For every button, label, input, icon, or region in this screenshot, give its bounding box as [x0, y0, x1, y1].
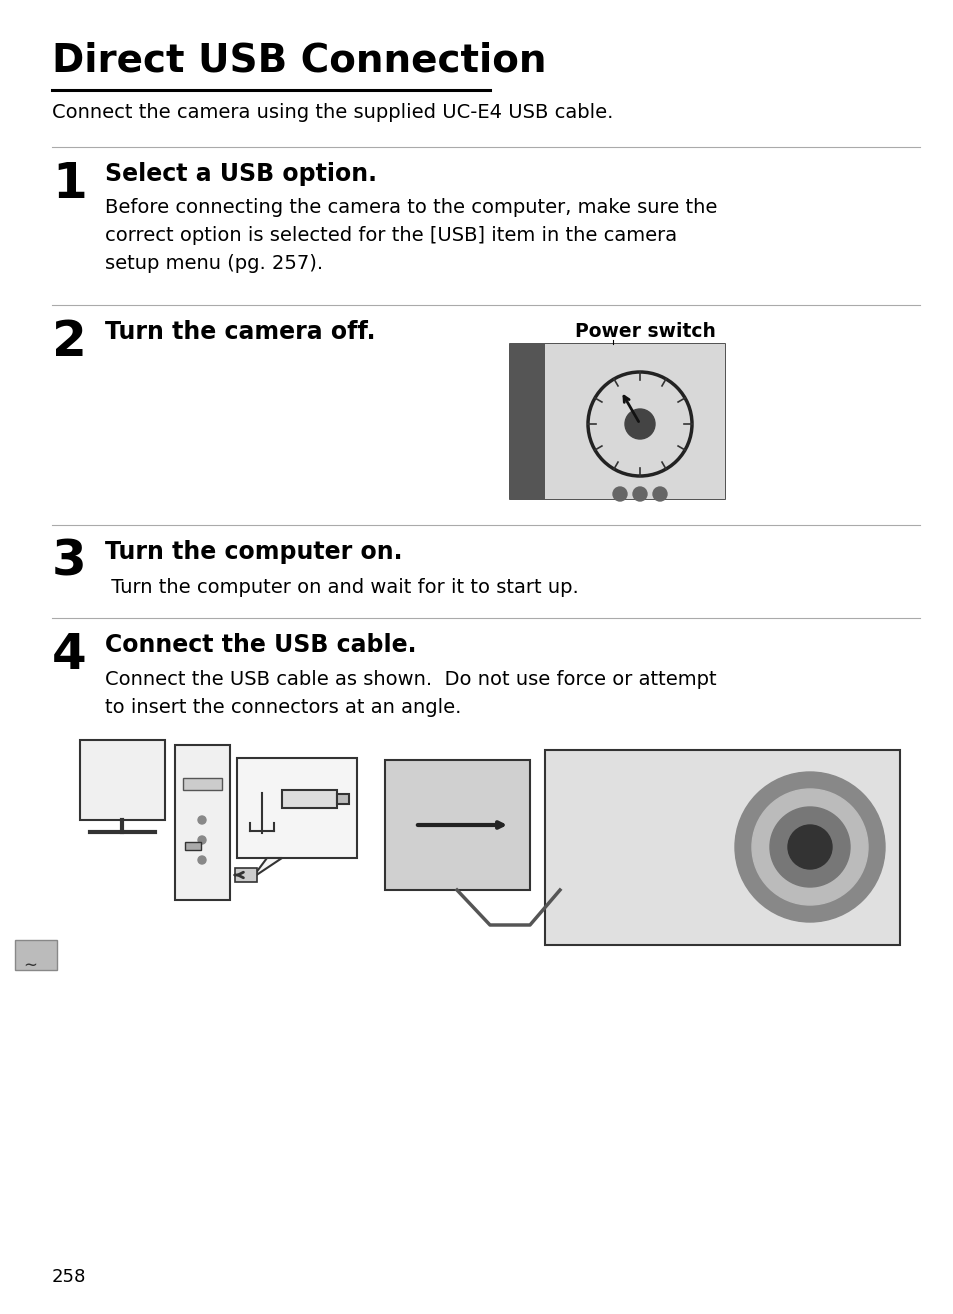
Circle shape	[751, 788, 867, 905]
Text: Turn the computer on and wait for it to start up.: Turn the computer on and wait for it to …	[105, 578, 578, 597]
Bar	[234, 869, 256, 882]
Bar	[385, 759, 530, 890]
Circle shape	[198, 836, 206, 844]
Bar	[15, 940, 57, 970]
Circle shape	[633, 487, 646, 501]
Text: 4: 4	[52, 631, 87, 679]
Bar	[510, 344, 544, 499]
Bar	[236, 758, 356, 858]
Circle shape	[198, 816, 206, 824]
Polygon shape	[252, 858, 282, 878]
Text: 3: 3	[52, 537, 87, 586]
Text: Before connecting the camera to the computer, make sure the
correct option is se: Before connecting the camera to the comp…	[105, 198, 717, 273]
Circle shape	[787, 825, 831, 869]
Text: ∼: ∼	[23, 957, 37, 974]
Text: Turn the camera off.: Turn the camera off.	[105, 321, 375, 344]
Circle shape	[613, 487, 626, 501]
Text: 2: 2	[52, 318, 87, 367]
Text: Connect the USB cable.: Connect the USB cable.	[105, 633, 416, 657]
Bar	[183, 778, 222, 790]
Circle shape	[198, 855, 206, 865]
Bar	[185, 842, 201, 850]
Bar	[282, 790, 336, 808]
Circle shape	[734, 773, 884, 922]
Text: Connect the camera using the supplied UC-E4 USB cable.: Connect the camera using the supplied UC…	[52, 102, 613, 122]
Bar	[80, 740, 165, 820]
Circle shape	[652, 487, 666, 501]
Circle shape	[769, 807, 849, 887]
Text: Power switch: Power switch	[575, 322, 715, 342]
Text: 1: 1	[52, 160, 87, 208]
Text: 258: 258	[52, 1268, 87, 1286]
Text: Select a USB option.: Select a USB option.	[105, 162, 376, 187]
Bar	[336, 794, 349, 804]
Bar	[544, 344, 724, 499]
Text: Turn the computer on.: Turn the computer on.	[105, 540, 402, 564]
Text: Direct USB Connection: Direct USB Connection	[52, 42, 546, 80]
Circle shape	[624, 409, 655, 439]
Bar	[174, 745, 230, 900]
Bar	[510, 344, 724, 499]
Bar	[544, 750, 899, 945]
Text: Connect the USB cable as shown.  Do not use force or attempt
to insert the conne: Connect the USB cable as shown. Do not u…	[105, 670, 716, 717]
